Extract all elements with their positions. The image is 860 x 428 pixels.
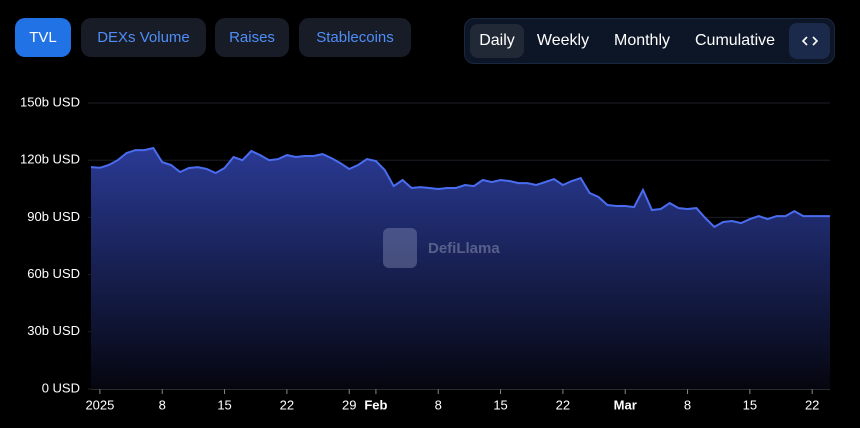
x-tick-label: 15 [217, 397, 231, 412]
x-tick-label: Mar [614, 397, 637, 412]
x-tick-label: 15 [493, 397, 507, 412]
period-button[interactable]: Cumulative [694, 32, 776, 49]
y-tick-label: 90b USD [27, 209, 80, 224]
y-tick-label: 150b USD [20, 94, 80, 109]
line [90, 146, 830, 229]
y-tick-label: 120b USD [20, 152, 80, 167]
embed-button[interactable] [789, 23, 830, 59]
tab[interactable]: DEXs Volume [81, 18, 206, 57]
x-tick-label: 8 [684, 397, 691, 412]
watermark-text: DefiLlama [428, 240, 500, 257]
tab[interactable]: Stablecoins [299, 18, 411, 57]
period-button[interactable]: Weekly [536, 32, 590, 49]
x-tick-label: 22 [556, 397, 570, 412]
x-tick-label: 22 [805, 397, 819, 412]
watermark-logo [383, 228, 417, 268]
x-tick-label: Feb [364, 397, 387, 412]
x-tick-label: 2025 [85, 397, 114, 412]
y-tick-label: 60b USD [27, 266, 80, 281]
x-tick-label: 15 [743, 397, 757, 412]
code-icon [801, 36, 818, 46]
tab[interactable]: Raises [215, 18, 289, 57]
period-selector: Daily Weekly Monthly Cumulative [464, 18, 835, 64]
x-tick-label: 29 [342, 397, 356, 412]
x-tick-label: 8 [159, 397, 166, 412]
y-tick-label: 0 USD [42, 380, 80, 395]
area [91, 148, 830, 389]
period-button[interactable]: Daily [470, 24, 524, 58]
x-tick-label: 22 [280, 397, 294, 412]
x-tick-label: 8 [435, 397, 442, 412]
y-tick-label: 30b USD [27, 323, 80, 338]
period-button[interactable]: Monthly [613, 32, 671, 49]
watermark: DefiLlama [383, 228, 500, 268]
tab[interactable]: TVL [15, 18, 71, 57]
